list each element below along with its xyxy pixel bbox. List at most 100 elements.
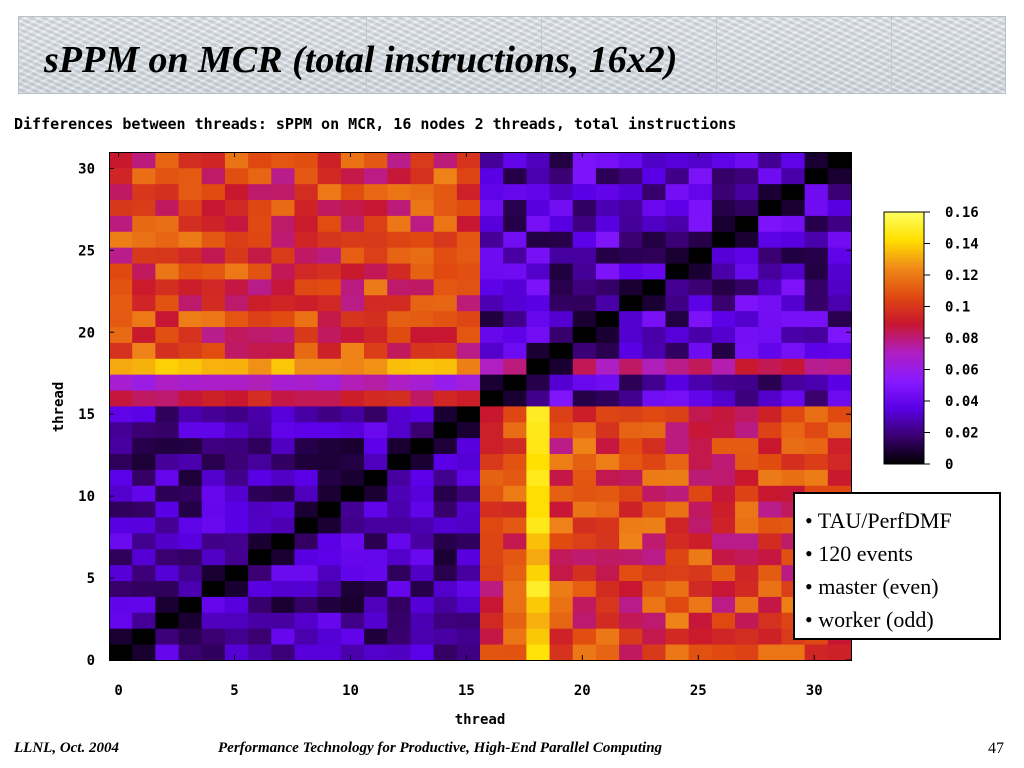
heatmap-cell	[387, 183, 411, 201]
heatmap-cell	[804, 406, 829, 423]
heatmap-cell	[456, 183, 481, 201]
heatmap-cell	[433, 374, 458, 391]
heatmap-cell	[758, 152, 782, 169]
heatmap-cell	[224, 279, 249, 296]
heatmap-cell	[294, 358, 319, 375]
heatmap-cell	[178, 644, 203, 661]
heatmap-cell	[735, 453, 759, 470]
heatmap-cell	[178, 501, 203, 518]
heatmap-cell	[109, 548, 133, 566]
heatmap-cell	[503, 644, 527, 661]
heatmap-cell	[364, 628, 388, 645]
heatmap-cell	[665, 501, 690, 518]
heatmap-cell	[711, 548, 736, 566]
heatmap-cell	[317, 453, 342, 470]
heatmap-cell	[201, 358, 226, 375]
heatmap-cell	[271, 596, 295, 613]
heatmap-cell	[410, 644, 435, 661]
heatmap-cell	[642, 564, 666, 582]
heatmap-cell	[595, 231, 620, 248]
heatmap-cell	[433, 247, 458, 264]
heatmap-cell	[248, 469, 272, 486]
heatmap-cell	[248, 421, 272, 439]
heatmap-cell	[294, 501, 319, 518]
x-axis-ticks: 0 5 10 15 20 25 30	[114, 152, 823, 699]
heatmap-cell	[619, 501, 643, 518]
heatmap-cell	[804, 199, 829, 216]
heatmap-cell	[804, 358, 829, 375]
heatmap-cell	[665, 453, 690, 470]
heatmap-cell	[155, 533, 179, 550]
heatmap-cell	[642, 644, 666, 661]
heatmap-cell	[688, 644, 713, 661]
heatmap-cell	[781, 199, 806, 216]
heatmap-cell	[132, 152, 156, 169]
heatmap-cell	[271, 501, 295, 518]
heatmap-cell	[224, 390, 249, 407]
heatmap-cell	[480, 294, 504, 312]
heatmap-cell	[665, 437, 690, 455]
heatmap-cell	[109, 199, 133, 216]
heatmap-cell	[456, 199, 481, 216]
x-tick-label: 0	[114, 683, 122, 699]
heatmap-cell	[433, 152, 458, 169]
heatmap-cell	[480, 548, 504, 566]
heatmap-cell	[642, 215, 666, 232]
heatmap-cell	[178, 326, 203, 343]
heatmap-cell	[619, 644, 643, 661]
heatmap-cell	[410, 326, 435, 343]
heatmap-cell	[410, 564, 435, 582]
heatmap-cell	[503, 437, 527, 455]
heatmap-cell	[665, 628, 690, 645]
heatmap-cell	[387, 437, 411, 455]
heatmap-cell	[294, 612, 319, 629]
heatmap-cell	[781, 183, 806, 201]
heatmap-cell	[642, 485, 666, 502]
heatmap-cell	[595, 199, 620, 216]
heatmap-cell	[735, 612, 759, 629]
heatmap-cell	[595, 501, 620, 518]
heatmap-cell	[503, 501, 527, 518]
heatmap-cell	[410, 628, 435, 645]
heatmap-cell	[595, 453, 620, 470]
heatmap-cell	[572, 247, 597, 264]
heatmap-cell	[317, 342, 342, 359]
heatmap-cell	[340, 421, 365, 439]
heatmap-cell	[480, 596, 504, 613]
colorbar-ticks: 0 0.02 0.04 0.06 0.08 0.1 0.12 0.14 0.16	[924, 205, 979, 473]
heatmap-cell	[109, 152, 133, 169]
heatmap-cell	[155, 644, 179, 661]
heatmap-cell	[224, 596, 249, 613]
heatmap-cell	[665, 644, 690, 661]
heatmap-cell	[224, 247, 249, 264]
heatmap-cell	[271, 390, 295, 407]
heatmap-cell	[804, 437, 829, 455]
heatmap-cell	[132, 247, 156, 264]
heatmap-cell	[688, 390, 713, 407]
heatmap-cell	[201, 533, 226, 550]
colorbar-tick-label: 0.08	[945, 331, 979, 347]
heatmap-cell	[155, 199, 179, 216]
heatmap-cell	[503, 517, 527, 534]
heatmap-cell	[317, 231, 342, 248]
heatmap-cell	[132, 485, 156, 502]
heatmap-cell	[711, 453, 736, 470]
heatmap-cell	[410, 406, 435, 423]
heatmap-cell	[711, 183, 736, 201]
heatmap-cell	[480, 390, 504, 407]
heatmap-cell	[178, 183, 203, 201]
heatmap-cell	[433, 580, 458, 597]
heatmap-cell	[619, 485, 643, 502]
heatmap-cell	[456, 263, 481, 280]
heatmap-cell	[619, 453, 643, 470]
heatmap-cell	[480, 501, 504, 518]
heatmap-cell	[155, 183, 179, 201]
heatmap-cell	[248, 501, 272, 518]
heatmap-cell	[248, 183, 272, 201]
heatmap-cell	[387, 612, 411, 629]
heatmap-cell	[619, 358, 643, 375]
heatmap-cell	[410, 231, 435, 248]
heatmap-cell	[595, 342, 620, 359]
heatmap-cell	[364, 167, 388, 185]
heatmap-cell	[595, 580, 620, 597]
